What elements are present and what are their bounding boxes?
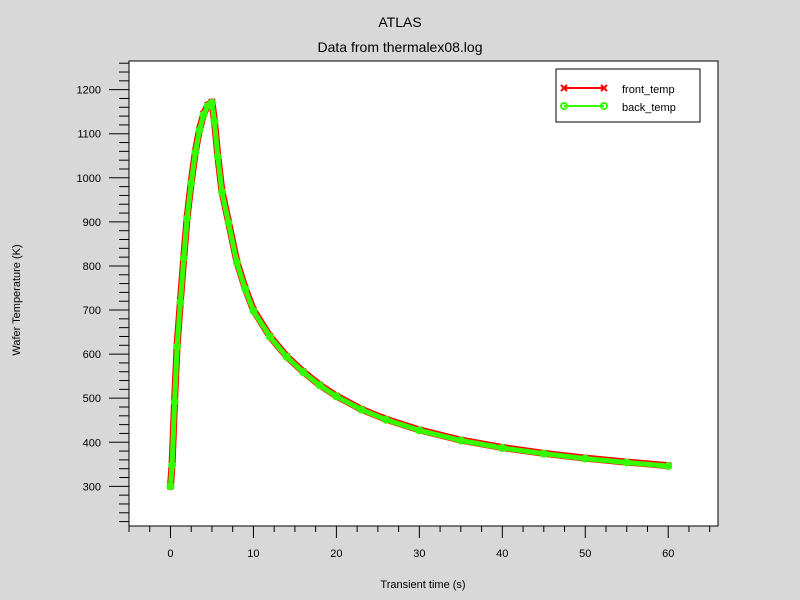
legend-marker-front-temp-right	[600, 84, 608, 92]
legend-marker-back-temp-left	[560, 102, 568, 110]
data-point-back-temp	[173, 342, 182, 351]
x-tick-label: 40	[496, 548, 508, 560]
data-point-back-temp	[241, 284, 250, 293]
y-tick-label: 900	[83, 217, 101, 229]
legend-marker-front-temp-left	[560, 84, 568, 92]
legend-label-back-temp: back_temp	[622, 102, 676, 114]
data-point-back-temp	[581, 454, 590, 463]
data-point-back-temp	[249, 306, 258, 315]
x-axis-label: Transient time (s)	[380, 579, 465, 591]
x-tick-label: 30	[413, 548, 425, 560]
legend: front_temp back_temp	[555, 68, 701, 123]
data-point-back-temp	[166, 482, 175, 491]
data-point-back-temp	[622, 458, 631, 467]
legend-marker-back-temp-right	[600, 102, 608, 110]
y-tick-label: 400	[83, 437, 101, 449]
data-point-back-temp	[170, 397, 179, 406]
y-tick-label: 1100	[77, 129, 101, 141]
y-axis-label: Wafer Temperature (K)	[11, 244, 23, 355]
data-point-back-temp	[183, 214, 192, 223]
data-point-back-temp	[199, 110, 208, 119]
data-point-back-temp	[191, 148, 200, 157]
data-point-back-temp	[195, 126, 204, 135]
data-point-back-temp	[332, 392, 341, 401]
data-point-back-temp	[168, 461, 177, 470]
data-point-back-temp	[179, 254, 188, 263]
y-tick-label: 1000	[77, 173, 101, 185]
series-line-back-temp	[168, 100, 671, 489]
data-point-back-temp	[224, 218, 233, 227]
series-back-temp	[166, 98, 673, 491]
x-tick-label: 60	[662, 548, 674, 560]
data-point-back-temp	[176, 298, 185, 307]
y-tick-label: 500	[83, 393, 101, 405]
data-point-back-temp	[210, 117, 219, 126]
chart-title: ATLAS	[378, 14, 421, 30]
y-tick-label: 600	[83, 349, 101, 361]
x-tick-label: 0	[167, 548, 173, 560]
legend-label-front-temp: front_temp	[622, 84, 675, 96]
plot-area	[128, 60, 719, 527]
data-point-back-temp	[213, 152, 222, 161]
axes-layer: 300 400 500 600 700 800 900 1000 1100 1200 0 10 20 30…	[77, 62, 711, 560]
data-point-back-temp	[217, 187, 226, 196]
data-point-back-temp	[315, 381, 324, 390]
y-tick-label: 800	[83, 261, 101, 273]
data-point-back-temp	[232, 258, 241, 267]
data-point-back-temp	[357, 405, 366, 414]
x-tick-label: 20	[330, 548, 342, 560]
y-tick-label: 300	[83, 481, 101, 493]
legend-box	[555, 68, 701, 123]
y-tick-label: 700	[83, 305, 101, 317]
data-point-back-temp	[187, 179, 196, 188]
data-point-back-temp	[207, 98, 216, 107]
x-tick-label: 50	[579, 548, 591, 560]
data-point-back-temp	[539, 449, 548, 458]
data-point-back-temp	[664, 462, 673, 471]
data-point-back-temp	[415, 426, 424, 435]
series-layer	[166, 98, 673, 491]
x-tick-label: 10	[247, 548, 259, 560]
data-point-back-temp	[299, 368, 308, 377]
data-point-back-temp	[266, 332, 275, 341]
chart-subtitle: Data from thermalex08.log	[318, 39, 483, 55]
data-point-back-temp	[382, 415, 391, 424]
y-tick-label: 1200	[77, 85, 101, 97]
data-point-back-temp	[456, 436, 465, 445]
data-point-back-temp	[282, 352, 291, 361]
data-point-back-temp	[498, 443, 507, 452]
